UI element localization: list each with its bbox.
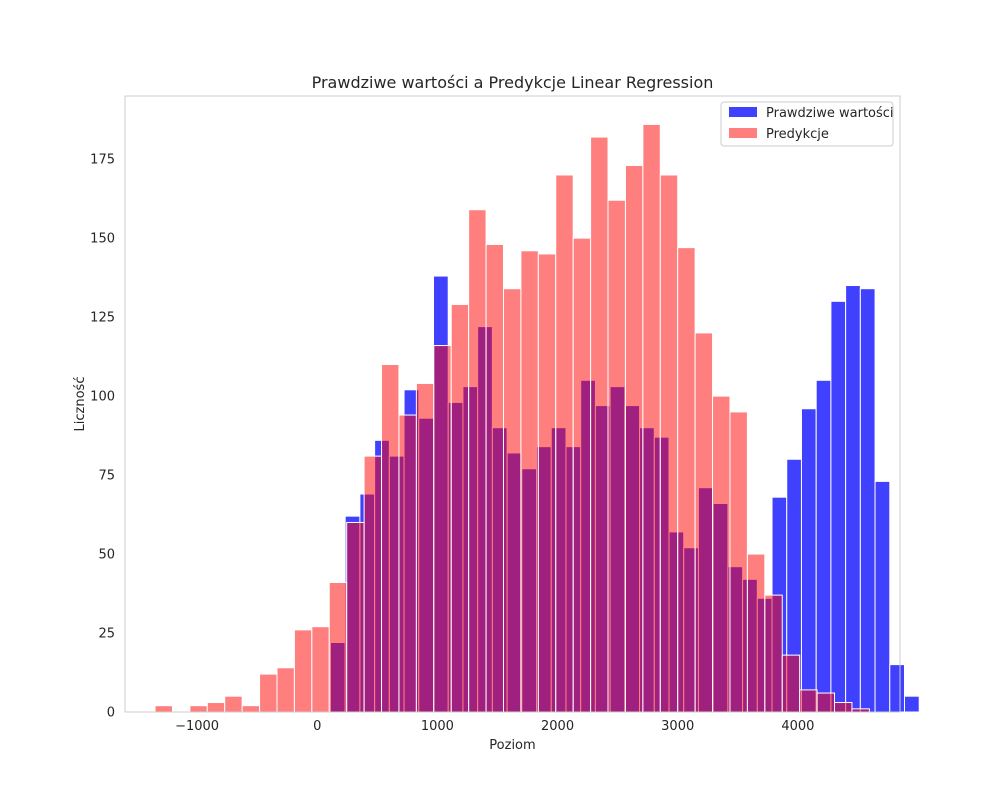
predictions-bar <box>590 136 609 713</box>
chart-title: Prawdziwe wartości a Predykcje Linear Re… <box>312 73 714 92</box>
x-axis-label: Poziom <box>489 738 535 753</box>
predictions-bar <box>450 303 470 713</box>
legend-label-true-values: Prawdziwe wartości <box>766 106 894 121</box>
legend-swatch-predictions <box>729 128 757 138</box>
y-tick-label: 150 <box>90 232 115 247</box>
predictions-bar <box>642 123 661 713</box>
true-values-bar <box>800 408 817 713</box>
legend-swatch-true-values <box>729 107 757 117</box>
predictions-bar <box>241 705 261 713</box>
predictions-bar <box>206 702 226 713</box>
predictions-bar <box>259 673 278 713</box>
y-tick-label: 25 <box>98 627 115 642</box>
predictions-bar <box>677 247 696 713</box>
predictions-bar <box>189 705 208 713</box>
legend-label-predictions: Predykcje <box>766 127 829 142</box>
predictions-bar <box>694 332 714 713</box>
y-tick-label: 175 <box>90 153 115 168</box>
y-tick-label: 75 <box>98 469 115 484</box>
histogram-bars <box>154 123 920 713</box>
predictions-bar <box>816 692 836 713</box>
x-tick-label: 3000 <box>661 719 694 734</box>
predictions-bar <box>764 594 783 713</box>
predictions-bar <box>433 345 452 713</box>
predictions-bar <box>624 164 644 713</box>
x-tick-label: −1000 <box>175 719 219 734</box>
true-values-bar <box>904 695 920 713</box>
true-values-bar <box>845 285 861 713</box>
y-axis-label: Liczność <box>73 377 88 432</box>
predictions-bar <box>293 629 313 713</box>
predictions-bar <box>276 667 295 713</box>
predictions-bar <box>154 705 173 713</box>
predictions-bar <box>346 521 365 713</box>
predictions-bar <box>502 288 522 713</box>
y-tick-label: 100 <box>90 390 115 405</box>
x-tick-label: 0 <box>313 719 321 734</box>
predictions-bar <box>485 243 504 713</box>
predictions-bar <box>799 689 818 713</box>
predictions-bar <box>311 626 330 713</box>
predictions-bar <box>328 581 348 713</box>
predictions-bar <box>781 654 801 713</box>
true-values-bar <box>889 664 906 713</box>
predictions-bar <box>398 414 417 713</box>
predictions-bar <box>834 702 853 713</box>
predictions-bar <box>729 411 748 713</box>
y-tick-label: 0 <box>107 706 115 721</box>
predictions-bar <box>224 695 243 713</box>
predictions-bar <box>712 395 731 713</box>
legend-box <box>720 101 894 147</box>
y-tick-label: 125 <box>90 311 115 326</box>
predictions-bar <box>572 237 592 713</box>
predictions-bar <box>381 364 400 713</box>
true-values-bar <box>874 480 891 713</box>
predictions-bar <box>468 209 487 713</box>
true-values-bar <box>859 288 876 713</box>
predictions-bar <box>555 174 574 713</box>
predictions-bar <box>415 382 435 713</box>
predictions-bar <box>520 250 539 713</box>
true-values-bar <box>815 379 832 713</box>
predictions-bar <box>363 455 383 713</box>
predictions-bar <box>537 253 557 713</box>
plot-frame <box>124 95 901 713</box>
predictions-bar <box>746 553 766 713</box>
x-tick-label: 4000 <box>781 719 814 734</box>
true-values-bar <box>830 300 847 713</box>
x-tick-label: 2000 <box>541 719 574 734</box>
predictions-bar <box>659 174 679 713</box>
legend: Prawdziwe wartości Predykcje <box>720 101 894 147</box>
x-tick-label: 1000 <box>421 719 454 734</box>
y-tick-labels: 0 25 50 75 100 125 150 175 <box>90 153 115 721</box>
x-tick-labels: −1000 0 1000 2000 3000 4000 <box>175 719 814 734</box>
predictions-bar <box>607 199 626 713</box>
y-tick-label: 50 <box>98 548 115 563</box>
